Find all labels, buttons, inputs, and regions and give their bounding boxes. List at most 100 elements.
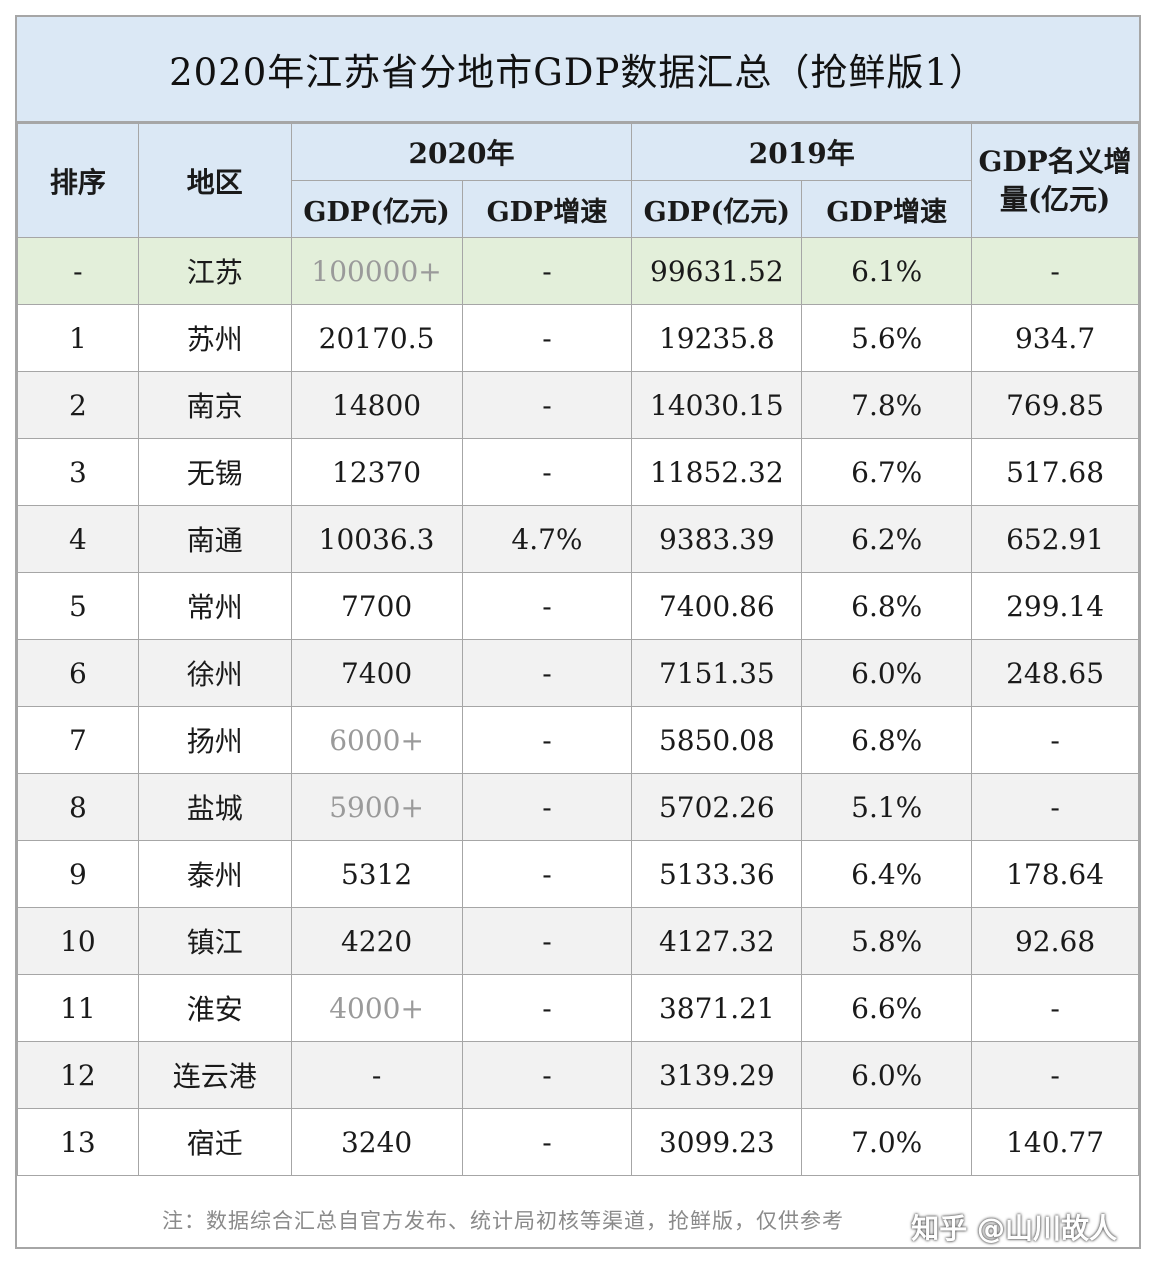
cell-increase: - [971,237,1139,305]
cell-region: 宿迁 [137,1108,292,1176]
cell-increase: 248.65 [971,639,1139,707]
table-frame: 2020年江苏省分地市GDP数据汇总（抢鲜版1） 排序 地区 2020年 201… [15,15,1141,1249]
cell-gdp-2019: 11852.32 [631,438,803,506]
cell-region: 淮安 [137,974,292,1042]
cell-increase: - [971,773,1139,841]
cell-growth-2020: 4.7% [461,505,633,573]
cell-gdp-2019: 3139.29 [631,1041,803,1109]
cell-increase: 934.7 [971,304,1139,372]
cell-growth-2020: - [461,773,633,841]
cell-gdp-2020: 4000+ [290,974,463,1042]
table-row: 1 苏州 20170.5-19235.8 5.6% 934.7 [17,304,1139,372]
cell-growth-2019: 6.1% [801,237,973,305]
cell-growth-2020: - [461,438,633,506]
cell-gdp-2019: 3099.23 [631,1108,803,1176]
cell-region: 镇江 [137,907,292,975]
cell-rank: 2 [17,371,139,439]
cell-rank: 8 [17,773,139,841]
cell-growth-2020: - [461,572,633,640]
cell-growth-2019: 6.2% [801,505,973,573]
cell-growth-2020: - [461,1041,633,1109]
header-gdp-2020: GDP(亿元) [290,180,463,238]
cell-region: 南京 [137,371,292,439]
cell-gdp-2019: 99631.52 [631,237,803,305]
cell-increase: 140.77 [971,1108,1139,1176]
cell-gdp-2020: 14800 [290,371,463,439]
cell-gdp-2019: 7151.35 [631,639,803,707]
cell-gdp-2020: 6000+ [290,706,463,774]
cell-gdp-2020: 7700 [290,572,463,640]
header-year-2019: 2019年 [631,123,973,181]
cell-region: 扬州 [137,706,292,774]
cell-gdp-2019: 9383.39 [631,505,803,573]
table-row: 6 徐州 7400-7151.35 6.0% 248.65 [17,639,1139,707]
cell-increase: 517.68 [971,438,1139,506]
cell-rank: 4 [17,505,139,573]
cell-rank: 5 [17,572,139,640]
cell-growth-2019: 5.8% [801,907,973,975]
cell-growth-2020: - [461,840,633,908]
cell-rank: 10 [17,907,139,975]
cell-rank: 13 [17,1108,139,1176]
cell-gdp-2020: 7400 [290,639,463,707]
cell-gdp-2019: 5702.26 [631,773,803,841]
table-row: 12 连云港 - -3139.29 6.0% - [17,1041,1139,1109]
cell-gdp-2019: 3871.21 [631,974,803,1042]
cell-growth-2020: - [461,304,633,372]
cell-region: 苏州 [137,304,292,372]
header-nominal-increase: GDP名义增量(亿元) [971,123,1139,238]
cell-growth-2019: 6.0% [801,1041,973,1109]
cell-increase: 299.14 [971,572,1139,640]
cell-region: 泰州 [137,840,292,908]
cell-gdp-2020: 20170.5 [290,304,463,372]
header-growth-2020: GDP增速 [461,180,633,238]
gdp-table: 排序 地区 2020年 2019年 GDP名义增量(亿元) GDP(亿元) GD… [17,123,1139,1176]
cell-region: 无锡 [137,438,292,506]
cell-increase: 652.91 [971,505,1139,573]
header-growth-2019: GDP增速 [801,180,973,238]
cell-gdp-2019: 19235.8 [631,304,803,372]
cell-rank: 12 [17,1041,139,1109]
table-row: 11 淮安 4000+ -3871.21 6.6% - [17,974,1139,1042]
cell-rank: 1 [17,304,139,372]
cell-rank: 3 [17,438,139,506]
table-row: 5 常州 7700-7400.86 6.8% 299.14 [17,572,1139,640]
title-bar: 2020年江苏省分地市GDP数据汇总（抢鲜版1） [17,17,1139,123]
province-row: - 江苏 100000+ - 99631.52 6.1% - [17,237,1139,305]
cell-gdp-2020: - [290,1041,463,1109]
cell-growth-2019: 5.6% [801,304,973,372]
table-row: 2 南京 14800-14030.15 7.8% 769.85 [17,371,1139,439]
cell-rank: 9 [17,840,139,908]
cell-rank: 7 [17,706,139,774]
cell-region: 徐州 [137,639,292,707]
cell-region: 常州 [137,572,292,640]
table-row: 10 镇江 4220-4127.32 5.8% 92.68 [17,907,1139,975]
cell-growth-2020: - [461,706,633,774]
watermark: 知乎 @山川故人 [911,1212,1117,1245]
cell-growth-2019: 6.8% [801,706,973,774]
table-row: 9 泰州 5312-5133.36 6.4% 178.64 [17,840,1139,908]
cell-gdp-2020: 100000+ [290,237,463,305]
cell-gdp-2020: 4220 [290,907,463,975]
cell-growth-2020: - [461,237,633,305]
cell-growth-2019: 7.8% [801,371,973,439]
header-gdp-2019: GDP(亿元) [631,180,803,238]
header-rank: 排序 [17,123,139,238]
cell-growth-2020: - [461,974,633,1042]
table-row: 4 南通 10036.3 4.7% 9383.39 6.2% 652.91 [17,505,1139,573]
cell-growth-2020: - [461,1108,633,1176]
cell-gdp-2019: 7400.86 [631,572,803,640]
cell-gdp-2019: 5850.08 [631,706,803,774]
cell-gdp-2020: 12370 [290,438,463,506]
table-row: 3 无锡 12370-11852.32 6.7% 517.68 [17,438,1139,506]
header-region: 地区 [137,123,292,238]
cell-rank: 11 [17,974,139,1042]
header-year-2020: 2020年 [290,123,633,181]
cell-region: 连云港 [137,1041,292,1109]
cell-growth-2019: 6.8% [801,572,973,640]
table-row: 8 盐城 5900+ -5702.26 5.1% - [17,773,1139,841]
cell-growth-2019: 6.0% [801,639,973,707]
cell-gdp-2020: 10036.3 [290,505,463,573]
cell-gdp-2020: 5900+ [290,773,463,841]
cell-growth-2020: - [461,639,633,707]
